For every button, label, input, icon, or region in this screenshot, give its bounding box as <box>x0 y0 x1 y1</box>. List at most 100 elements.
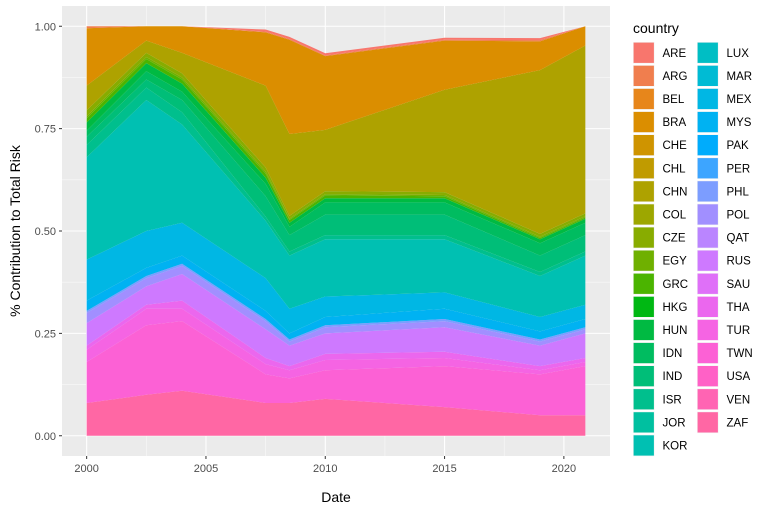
legend-swatch-ven <box>697 389 718 410</box>
y-tick-label: 1.00 <box>35 21 56 33</box>
area-zaf <box>86 390 586 436</box>
legend-swatch-mar <box>697 65 718 86</box>
area-bra <box>86 26 586 134</box>
legend-label-bel: BEL <box>663 94 685 106</box>
legend: ARE ARG BEL BRA CHE CHL CHN COL CZE EGY GRC HKG HUN I… <box>633 42 753 457</box>
legend-swatch-sau <box>697 273 718 294</box>
y-tick-label: 0.00 <box>35 431 56 443</box>
legend-label-hun: HUN <box>663 325 688 337</box>
legend-label-sau: SAU <box>727 279 751 291</box>
area-tha <box>86 300 586 371</box>
legend-swatch-ind <box>633 366 654 387</box>
legend-swatch-bra <box>633 111 654 133</box>
legend-label-grc: GRC <box>663 279 689 291</box>
legend-swatch-egy <box>633 250 654 271</box>
area-chn <box>86 40 586 234</box>
area-ind <box>86 79 586 272</box>
legend-swatch-idn <box>633 342 654 364</box>
legend-swatch-per <box>697 158 718 179</box>
legend-swatch-pol <box>697 204 718 225</box>
legend-label-isr: ISR <box>663 394 682 406</box>
legend-swatch-mex <box>697 88 718 110</box>
area-mys <box>86 255 586 340</box>
legend-label-lux: LUX <box>727 48 750 60</box>
legend-swatch-jor <box>633 412 654 433</box>
legend-label-mys: MYS <box>727 117 752 129</box>
legend-label-zaf: ZAF <box>727 417 749 429</box>
legend-label-rus: RUS <box>727 256 752 268</box>
legend-swatch-grc <box>633 273 654 294</box>
legend-swatch-kor <box>633 435 654 456</box>
legend-label-phl: PHL <box>727 186 750 198</box>
legend-swatch-tur <box>697 319 718 341</box>
legend-label-ind: IND <box>663 371 683 383</box>
legend-swatch-zaf <box>697 412 718 433</box>
legend-swatch-bel <box>633 88 654 110</box>
x-tick-label: 2020 <box>552 463 576 475</box>
legend-swatch-hkg <box>633 296 654 317</box>
x-tick-label: 2010 <box>313 463 337 475</box>
legend-swatch-cze <box>633 227 654 248</box>
area-pol <box>86 265 586 346</box>
legend-label-twn: TWN <box>727 348 753 360</box>
legend-swatch-che <box>633 135 654 156</box>
legend-swatch-pak <box>697 135 718 156</box>
legend-label-mar: MAR <box>727 71 753 83</box>
legend-label-jor: JOR <box>663 417 686 429</box>
legend-label-idn: IDN <box>663 348 683 360</box>
legend-label-qat: QAT <box>727 233 750 245</box>
area-idn <box>86 71 586 256</box>
legend-swatch-are <box>633 42 654 63</box>
legend-label-cze: CZE <box>663 233 686 245</box>
area-mex <box>86 222 586 334</box>
area-rus <box>86 274 586 367</box>
legend-label-pol: POL <box>727 209 751 221</box>
legend-swatch-tha <box>697 296 718 317</box>
legend-swatch-hun <box>633 319 654 341</box>
area-tur <box>86 308 586 379</box>
legend-label-egy: EGY <box>663 256 688 268</box>
legend-swatch-col <box>633 204 654 225</box>
area-twn <box>86 321 586 416</box>
legend-label-bra: BRA <box>663 117 687 129</box>
legend-swatch-twn <box>697 342 718 364</box>
x-axis-title: Date <box>321 489 351 505</box>
area-phl <box>86 263 586 342</box>
legend-swatch-rus <box>697 250 718 271</box>
legend-label-che: CHE <box>663 140 688 152</box>
legend-swatch-qat <box>697 227 718 248</box>
legend-label-kor: KOR <box>663 440 688 452</box>
legend-label-are: ARE <box>663 48 687 60</box>
y-tick-label: 0.50 <box>35 226 56 238</box>
area-layers <box>86 26 586 436</box>
legend-swatch-isr <box>633 389 654 410</box>
legend-swatch-chl <box>633 158 654 179</box>
x-axis: 2000 2005 2010 2015 2020 <box>74 456 576 475</box>
legend-swatch-lux <box>697 42 718 63</box>
legend-label-pak: PAK <box>727 140 749 152</box>
y-tick-label: 0.75 <box>35 124 56 136</box>
y-tick-label: 0.25 <box>35 328 56 340</box>
legend-label-chl: CHL <box>663 163 687 175</box>
area-kor <box>86 99 586 318</box>
legend-label-usa: USA <box>727 371 751 383</box>
x-tick-label: 2005 <box>194 463 218 475</box>
legend-label-per: PER <box>727 163 751 175</box>
legend-label-col: COL <box>663 209 687 221</box>
legend-swatch-usa <box>697 366 718 387</box>
x-tick-label: 2015 <box>432 463 456 475</box>
legend-label-chn: CHN <box>663 186 688 198</box>
legend-label-arg: ARG <box>663 71 688 83</box>
legend-label-tur: TUR <box>727 325 751 337</box>
legend-swatch-mys <box>697 111 718 133</box>
legend-swatch-chn <box>633 181 654 202</box>
x-tick-label: 2000 <box>74 463 98 475</box>
legend-label-ven: VEN <box>727 394 751 406</box>
legend-label-hkg: HKG <box>663 302 688 314</box>
legend-label-tha: THA <box>727 302 750 314</box>
legend-swatch-arg <box>633 65 654 86</box>
legend-label-mex: MEX <box>727 94 752 106</box>
legend-swatch-phl <box>697 181 718 202</box>
legend-title: country <box>633 20 679 36</box>
